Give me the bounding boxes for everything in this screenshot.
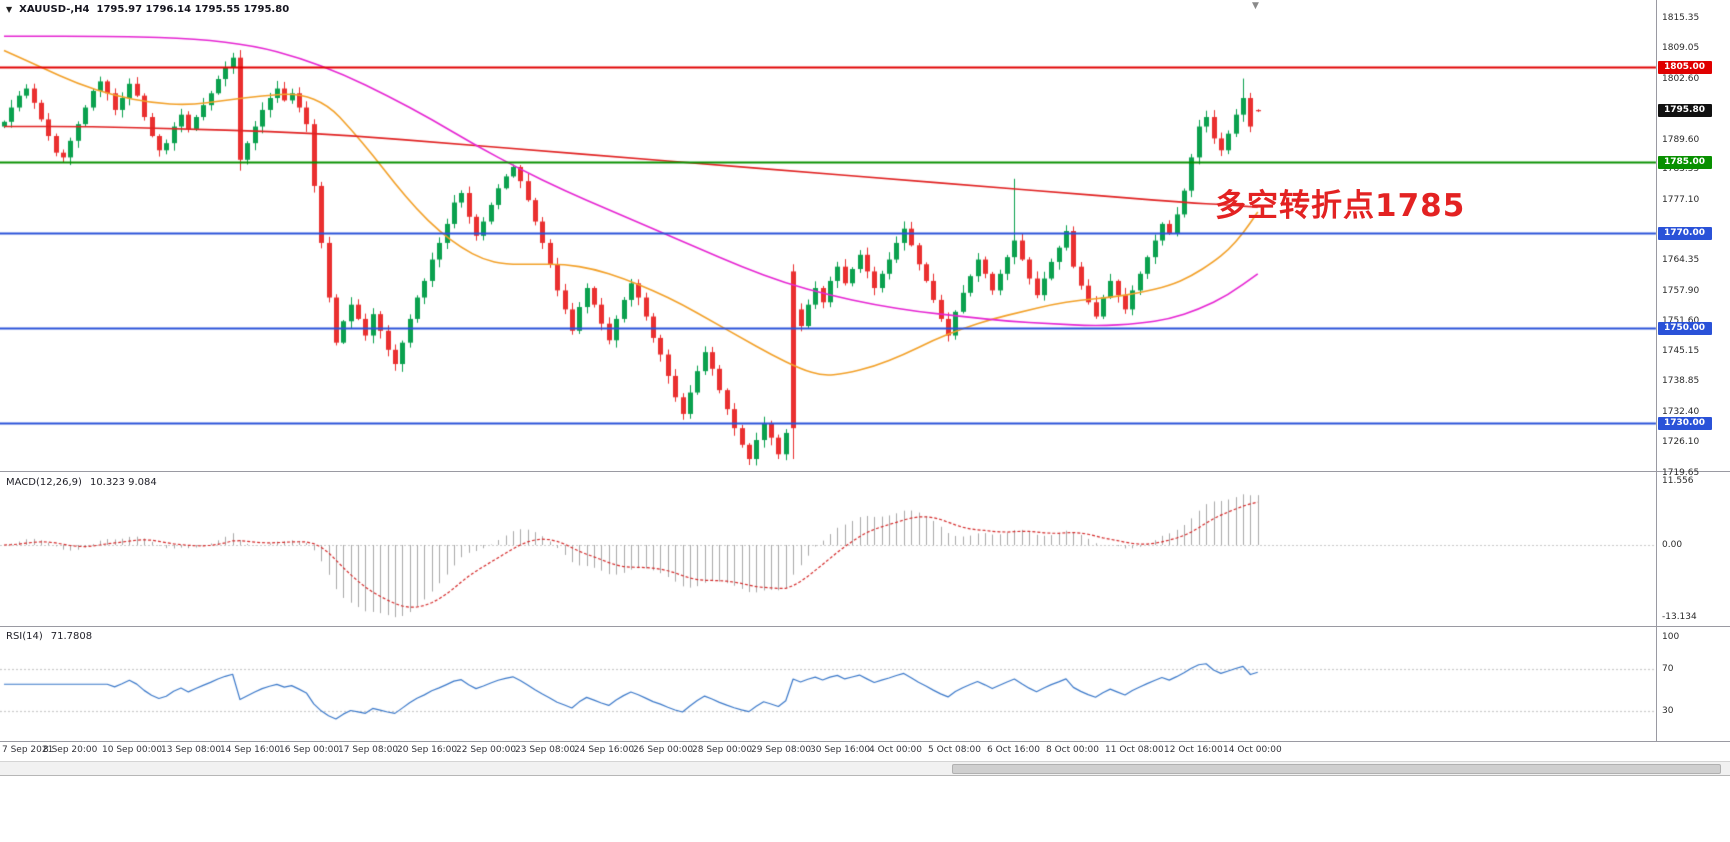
current-price-tag: 1795.80 <box>1658 104 1712 118</box>
x-axis-label[interactable]: 29 Sep 08:00 <box>751 745 812 755</box>
price-tag-1805.00: 1805.00 <box>1658 60 1712 74</box>
x-axis-label[interactable]: 20 Sep 16:00 <box>397 745 458 755</box>
y-axis-label: 1802.60 <box>1662 73 1700 84</box>
x-axis-label[interactable]: 13 Sep 08:00 <box>161 745 222 755</box>
y-axis-label: 1783.55 <box>1662 164 1700 175</box>
x-axis-label[interactable]: 26 Sep 00:00 <box>633 745 694 755</box>
macd-axis-label: 0.00 <box>1662 540 1683 550</box>
x-axis-label[interactable]: 4 Oct 00:00 <box>869 745 922 755</box>
x-axis-label[interactable]: 30 Sep 16:00 <box>810 745 871 755</box>
x-axis-label[interactable]: 12 Oct 16:00 <box>1164 745 1223 755</box>
y-axis-label: 1757.90 <box>1662 285 1700 296</box>
macd-axis-label: 11.556 <box>1662 476 1694 487</box>
y-axis-label: 1764.35 <box>1662 255 1700 266</box>
symbol-label: XAUUSD-,H4 <box>19 4 90 15</box>
symbol-dropdown-icon[interactable]: ▼ <box>6 5 13 14</box>
annotation-text: 多空转折点1785 <box>1215 188 1466 224</box>
horizontal-scrollbar[interactable] <box>0 761 1730 776</box>
y-axis-label: 1726.10 <box>1662 436 1700 447</box>
y-axis-label: 1809.05 <box>1662 42 1700 53</box>
rsi-axis-label: 70 <box>1662 663 1674 674</box>
rsi-axis-label: 100 <box>1662 632 1680 642</box>
rsi-current-value: 71.7808 <box>50 631 93 642</box>
y-axis-label: 1719.65 <box>1662 467 1700 478</box>
price-tag-1730.00: 1730.00 <box>1658 416 1712 430</box>
price-tag-1785.00: 1785.00 <box>1658 155 1712 169</box>
x-axis-label[interactable]: 11 Oct 08:00 <box>1105 745 1164 755</box>
rsi-axis-label: 30 <box>1662 705 1674 716</box>
y-axis-label: 1738.85 <box>1662 376 1700 387</box>
rsi-name: RSI(14) <box>6 631 43 642</box>
x-axis-label[interactable]: 16 Sep 00:00 <box>279 745 340 755</box>
x-axis-label[interactable]: 8 Sep 20:00 <box>43 745 98 755</box>
scale-axis-border <box>1656 0 1657 741</box>
y-axis-label: 1732.40 <box>1662 407 1700 417</box>
x-axis-label[interactable]: 7 Sep 2021 <box>2 745 54 755</box>
x-axis-label[interactable]: 24 Sep 16:00 <box>574 745 635 755</box>
pane-separator[interactable] <box>0 471 1730 472</box>
x-axis-label[interactable]: 8 Oct 00:00 <box>1046 745 1099 755</box>
macd-current-values: 10.323 9.084 <box>89 477 157 488</box>
y-axis-label: 1815.35 <box>1662 13 1700 23</box>
ohlc-values: 1795.97 1796.14 1795.55 1795.80 <box>96 4 290 15</box>
macd-name: MACD(12,26,9) <box>6 477 82 488</box>
shift-marker-icon[interactable]: ▼ <box>1252 1 1259 11</box>
pane-separator[interactable] <box>0 626 1730 627</box>
x-axis-label[interactable]: 14 Oct 00:00 <box>1223 745 1282 755</box>
chart-title: ▼ XAUUSD-,H4 1795.97 1796.14 1795.55 179… <box>6 4 289 15</box>
price-tag-1750.00: 1750.00 <box>1658 321 1712 335</box>
x-axis-label[interactable]: 17 Sep 08:00 <box>338 745 399 755</box>
macd-indicator-label: MACD(12,26,9) 10.323 9.084 <box>6 477 157 488</box>
x-axis-label[interactable]: 28 Sep 00:00 <box>692 745 753 755</box>
scrollbar-thumb[interactable] <box>951 764 1722 774</box>
pane-separator <box>0 741 1730 742</box>
x-axis-label[interactable]: 6 Oct 16:00 <box>987 745 1040 755</box>
rsi-indicator-label: RSI(14) 71.7808 <box>6 631 92 642</box>
y-axis-label: 1751.60 <box>1662 315 1700 326</box>
x-axis-label[interactable]: 22 Sep 00:00 <box>456 745 517 755</box>
y-axis-label: 1745.15 <box>1662 346 1700 357</box>
price-tag-1770.00: 1770.00 <box>1658 226 1712 240</box>
x-axis-label[interactable]: 10 Sep 00:00 <box>102 745 163 755</box>
x-axis-label[interactable]: 14 Sep 16:00 <box>220 745 281 755</box>
y-axis-label: 1789.60 <box>1662 135 1700 146</box>
x-axis-label[interactable]: 23 Sep 08:00 <box>515 745 576 755</box>
macd-axis-label: -13.134 <box>1662 612 1697 623</box>
chart-canvas[interactable] <box>0 0 1730 780</box>
y-axis-label: 1777.10 <box>1662 194 1700 205</box>
x-axis-label[interactable]: 5 Oct 08:00 <box>928 745 981 755</box>
